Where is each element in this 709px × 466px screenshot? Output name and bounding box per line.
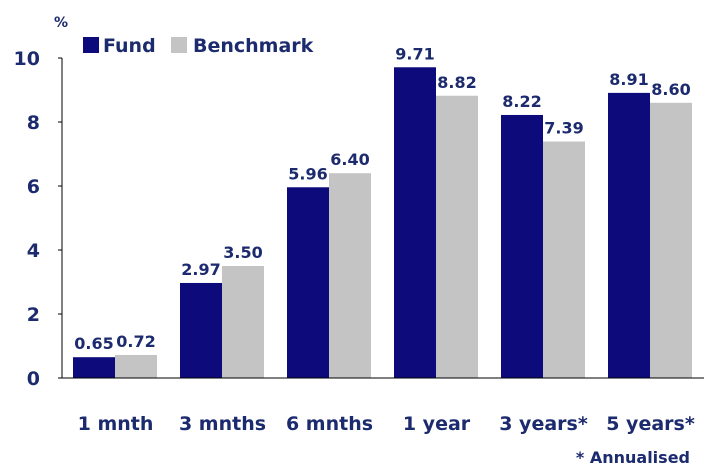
y-tick-label: 10 [14, 48, 40, 70]
x-category-label: 6 mnths [286, 413, 373, 435]
data-label-benchmark-1: 0.72 [116, 332, 155, 351]
y-tick-label: 0 [27, 368, 40, 390]
value-labels: 0.65 0.72 2.973.50 5.966.40 9.718.82 8.227.39… [74, 44, 690, 353]
bar-benchmark-1 [115, 354, 157, 378]
x-category-label: 1 year [403, 413, 471, 435]
footnote: * Annualised [576, 448, 690, 466]
bar-fund-6 [608, 92, 650, 378]
bar-fund-5 [501, 114, 543, 379]
y-tick-label: 8 [27, 112, 40, 134]
data-label-benchmark-4: 8.82 [437, 73, 476, 92]
y-axis-ticks: 0 2 4 6 8 10 [14, 48, 62, 390]
legend-fund-swatch [83, 37, 99, 53]
legend: Fund Benchmark [83, 35, 314, 57]
x-category-label: 1 mnth [78, 413, 154, 435]
data-label-benchmark-5: 7.39 [544, 119, 583, 138]
bar-benchmark-3 [329, 173, 371, 378]
bar-benchmark-4 [436, 95, 478, 378]
data-label-fund-5: 8.22 [502, 92, 541, 111]
bar-benchmark-5 [543, 141, 585, 378]
x-category-label: 3 mnths [179, 413, 266, 435]
x-category-label: 5 years* [606, 413, 695, 435]
bar-fund-2 [180, 282, 222, 378]
data-label-benchmark-6: 8.60 [651, 80, 690, 99]
y-tick-label: 6 [27, 176, 40, 198]
bars [73, 67, 692, 379]
bar-benchmark-2 [222, 266, 264, 378]
data-label-fund-6: 8.91 [609, 70, 648, 89]
legend-benchmark-label: Benchmark [193, 35, 314, 57]
x-axis-labels: 1 mnth 3 mnths 6 mnths 1 year 3 years* 5 year… [78, 413, 695, 435]
data-label-fund-3: 5.96 [288, 164, 327, 183]
legend-benchmark-swatch [171, 37, 187, 53]
data-label-fund-1: 0.65 [74, 334, 113, 353]
data-label-fund-2: 2.97 [181, 260, 220, 279]
bar-fund-4 [394, 67, 436, 378]
bar-fund-3 [287, 187, 329, 378]
data-label-fund-4: 9.71 [395, 44, 434, 63]
data-label-benchmark-3: 6.40 [330, 150, 369, 169]
y-unit-label: % [54, 15, 68, 31]
bar-benchmark-6 [650, 102, 692, 379]
data-label-benchmark-2: 3.50 [223, 243, 262, 262]
bar-fund-1 [73, 357, 115, 378]
y-tick-label: 2 [27, 304, 40, 326]
x-category-label: 3 years* [499, 413, 588, 435]
legend-fund-label: Fund [103, 35, 156, 57]
y-tick-label: 4 [27, 240, 40, 262]
